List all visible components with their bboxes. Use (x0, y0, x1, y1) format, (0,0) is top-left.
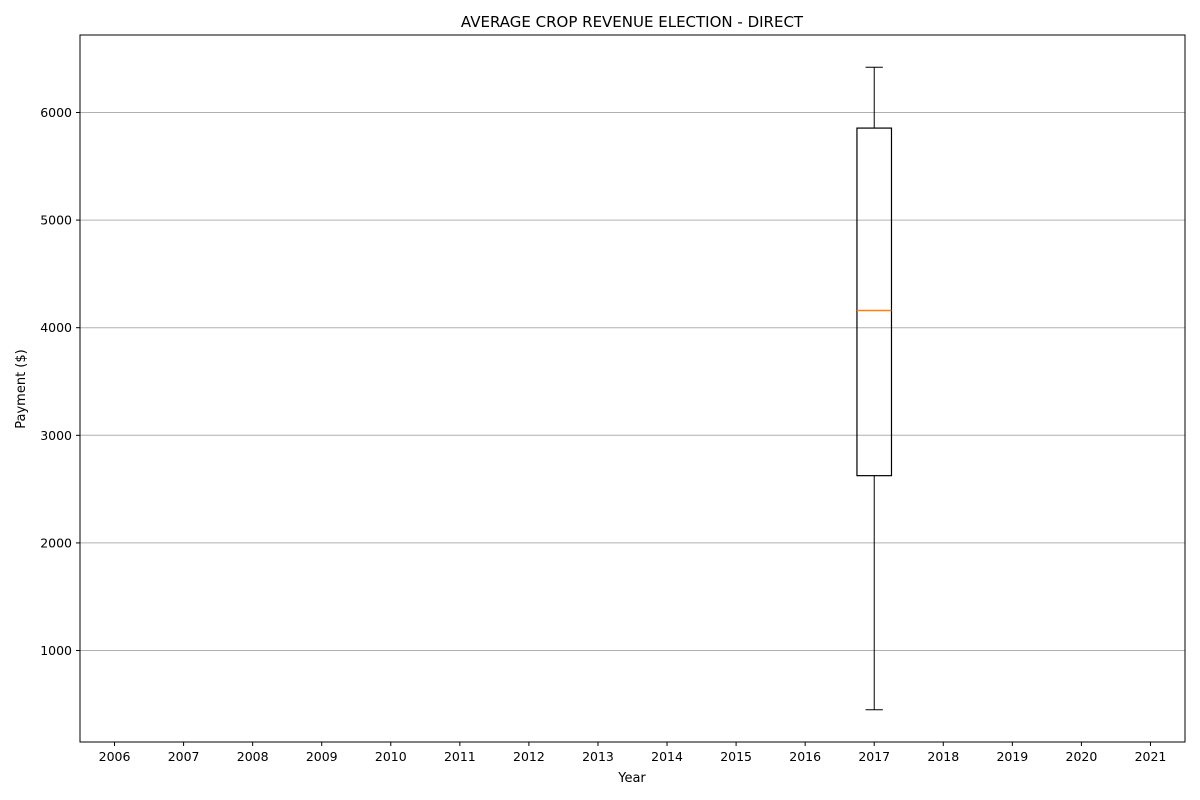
interquartile-box (856, 127, 893, 477)
plot-area-frame (79, 34, 1186, 743)
x-tick-label: 2020 (1066, 749, 1098, 764)
x-tick-label: 2015 (720, 749, 752, 764)
x-tick-label: 2016 (789, 749, 821, 764)
y-tick-label: 2000 (40, 535, 72, 550)
x-tick-label: 2013 (582, 749, 614, 764)
x-tick-label: 2008 (237, 749, 269, 764)
x-tick-label: 2017 (858, 749, 890, 764)
y-axis: 1000 2000 3000 4000 5000 6000 (40, 105, 80, 658)
y-axis-label: Payment ($) (14, 349, 29, 428)
x-axis: 2006 2007 2008 2009 2010 2011 2012 2013 2014 2015… (99, 742, 1167, 764)
box-2017 (856, 66, 893, 711)
y-tick-label: 6000 (40, 105, 72, 120)
x-tick-label: 2009 (306, 749, 338, 764)
x-tick-label: 2006 (99, 749, 131, 764)
x-tick-label: 2019 (996, 749, 1028, 764)
x-tick-label: 2010 (375, 749, 407, 764)
y-tick-label: 1000 (40, 643, 72, 658)
x-tick-label: 2021 (1135, 749, 1167, 764)
y-tick-label: 4000 (40, 320, 72, 335)
box-series (856, 66, 893, 711)
chart-title: AVERAGE CROP REVENUE ELECTION - DIRECT (461, 13, 804, 31)
y-tick-label: 5000 (40, 213, 72, 228)
x-tick-label: 2012 (513, 749, 545, 764)
y-tick-label: 3000 (40, 428, 72, 443)
x-tick-label: 2014 (651, 749, 683, 764)
x-axis-label: Year (617, 771, 646, 786)
x-tick-label: 2007 (168, 749, 200, 764)
grid-lines (80, 111, 1185, 652)
x-tick-label: 2018 (927, 749, 959, 764)
x-tick-label: 2011 (444, 749, 476, 764)
